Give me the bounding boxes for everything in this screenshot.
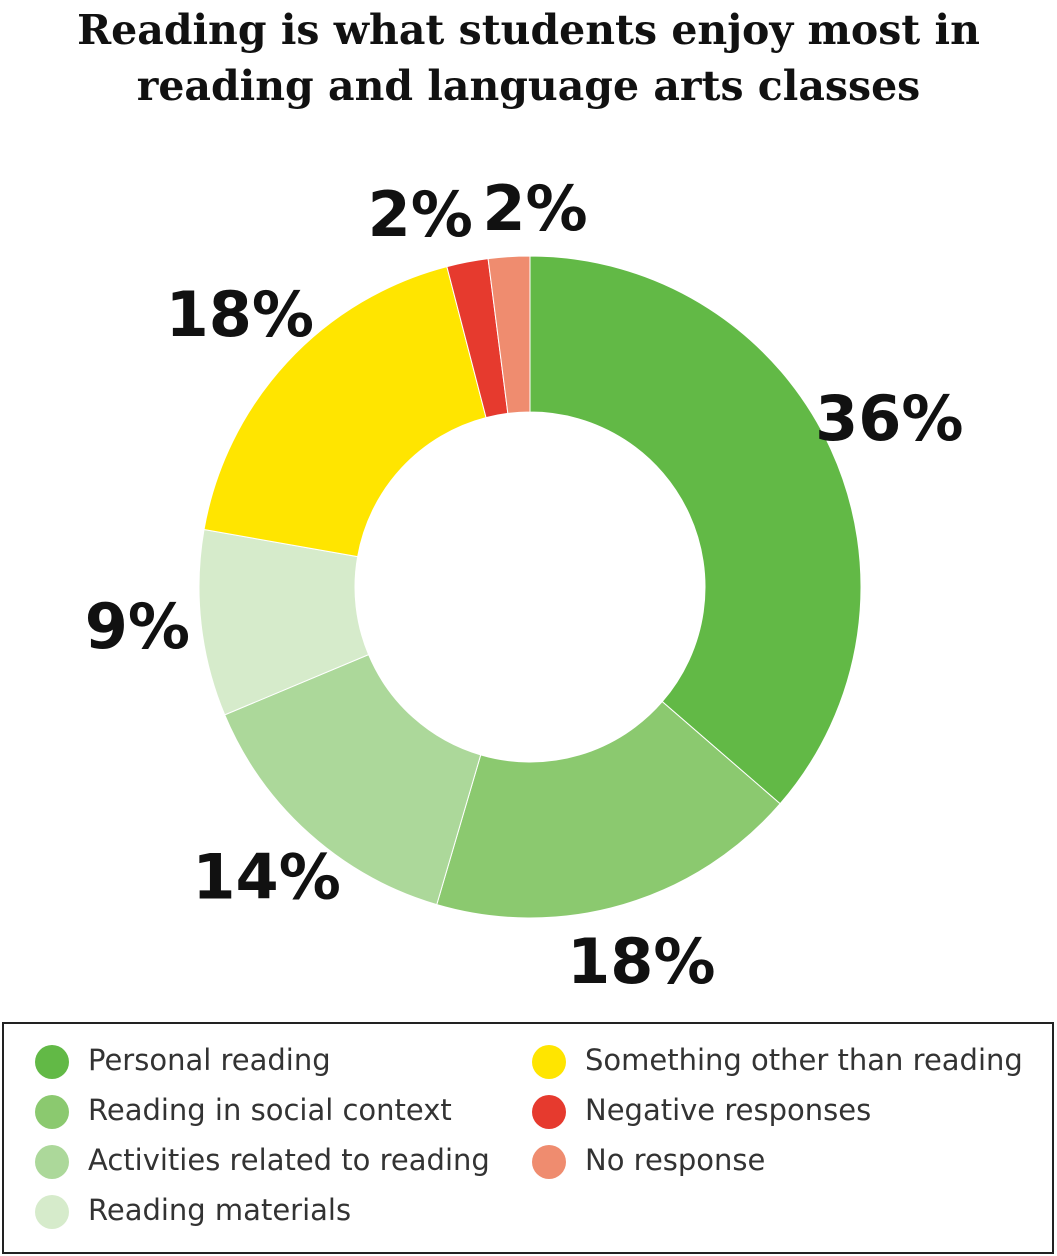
legend-label: Reading in social context	[88, 1093, 452, 1127]
legend-label: Activities related to reading	[88, 1143, 490, 1177]
donut-segment	[529, 255, 862, 805]
legend-label: Something other than reading	[585, 1043, 1023, 1077]
chart-title: Reading is what students enjoy most in r…	[77, 6, 980, 110]
value-label: 18%	[166, 278, 314, 351]
legend-swatch	[35, 1145, 69, 1179]
legend-label: Personal reading	[88, 1043, 331, 1077]
value-label: 2%	[368, 178, 473, 251]
donut-segment	[224, 653, 482, 906]
value-label: 14%	[192, 840, 340, 913]
legend-swatch	[35, 1045, 69, 1079]
donut-segment	[203, 265, 487, 558]
legend-label: Reading materials	[88, 1193, 351, 1227]
legend-label: No response	[585, 1143, 765, 1177]
value-label: 2%	[482, 172, 587, 245]
legend-box	[2, 1022, 1054, 1254]
donut-segment	[487, 255, 531, 414]
value-label: 18%	[567, 925, 715, 998]
legend-swatch	[532, 1045, 566, 1079]
legend-swatch	[35, 1195, 69, 1229]
legend-swatch	[532, 1145, 566, 1179]
value-label: 9%	[85, 590, 190, 663]
legend-swatch	[35, 1095, 69, 1129]
legend-label: Negative responses	[585, 1093, 871, 1127]
value-label: 36%	[815, 382, 963, 455]
legend-swatch	[532, 1095, 566, 1129]
donut-segment	[436, 700, 781, 919]
